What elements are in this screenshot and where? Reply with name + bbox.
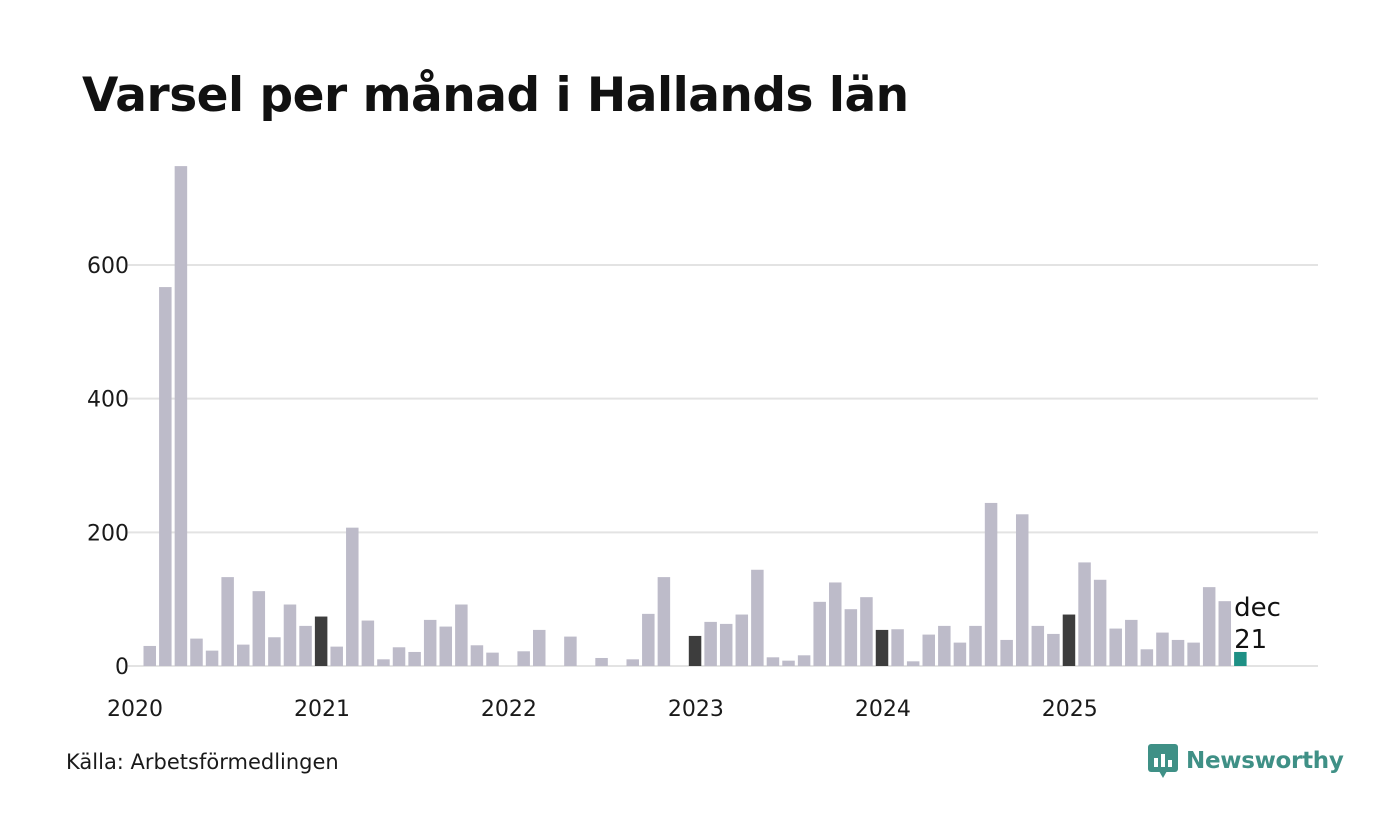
bar bbox=[1062, 614, 1076, 666]
bar bbox=[517, 651, 530, 666]
bar bbox=[704, 621, 717, 666]
bar bbox=[657, 577, 671, 666]
latest-value-label: 21 bbox=[1234, 625, 1267, 655]
bar bbox=[236, 644, 250, 666]
bar bbox=[688, 635, 702, 666]
bar bbox=[829, 582, 842, 666]
bar bbox=[766, 657, 780, 666]
bar bbox=[813, 601, 826, 666]
bar bbox=[1047, 633, 1060, 666]
bar bbox=[1000, 639, 1013, 666]
bar bbox=[1093, 579, 1107, 666]
bar bbox=[922, 634, 935, 666]
bar bbox=[1202, 587, 1216, 666]
bar bbox=[299, 625, 312, 666]
bar bbox=[533, 629, 546, 666]
x-tick-label: 2020 bbox=[107, 697, 163, 722]
x-axis-labels: 2020 2021 2022 2023 2024 2025 bbox=[107, 697, 1098, 722]
bar bbox=[330, 646, 343, 666]
bar bbox=[735, 614, 749, 666]
chart-title: Varsel per månad i Hallands län bbox=[82, 68, 909, 123]
bar bbox=[346, 527, 359, 666]
x-tick-label: 2021 bbox=[294, 697, 350, 722]
bar bbox=[408, 651, 421, 666]
bar bbox=[159, 287, 172, 666]
bar bbox=[891, 629, 904, 666]
bar bbox=[782, 660, 795, 666]
bar bbox=[1171, 639, 1185, 666]
bar bbox=[595, 657, 608, 666]
newsworthy-logo-icon bbox=[1148, 744, 1178, 778]
bar bbox=[1140, 649, 1154, 666]
bar bbox=[205, 650, 219, 666]
bar bbox=[1109, 628, 1122, 666]
bar bbox=[283, 604, 297, 666]
x-tick-label: 2023 bbox=[668, 697, 724, 722]
bar bbox=[1156, 632, 1169, 666]
y-tick-label: 600 bbox=[87, 254, 129, 279]
bar bbox=[455, 604, 468, 666]
bar bbox=[377, 659, 390, 666]
y-axis-labels: 0 200 400 600 bbox=[87, 254, 129, 680]
x-tick-label: 2025 bbox=[1042, 697, 1098, 722]
latest-month-label: dec bbox=[1234, 593, 1281, 623]
bar bbox=[938, 625, 951, 666]
bar bbox=[875, 629, 889, 666]
bar bbox=[1234, 651, 1247, 666]
brand-name: Newsworthy bbox=[1186, 748, 1344, 774]
bar bbox=[844, 609, 858, 666]
bar bbox=[719, 623, 733, 666]
bar bbox=[190, 638, 203, 666]
bar bbox=[906, 661, 920, 666]
bar bbox=[797, 655, 811, 666]
x-tick-label: 2022 bbox=[481, 697, 537, 722]
bar bbox=[392, 647, 406, 666]
bar bbox=[969, 625, 982, 666]
x-tick-label: 2024 bbox=[855, 697, 911, 722]
y-tick-label: 200 bbox=[87, 521, 129, 546]
bar bbox=[252, 591, 266, 666]
bar bbox=[143, 645, 156, 666]
bar bbox=[361, 620, 375, 666]
y-tick-label: 0 bbox=[115, 655, 129, 680]
bar bbox=[174, 166, 188, 666]
source-note: Källa: Arbetsförmedlingen bbox=[66, 750, 339, 774]
y-tick-label: 400 bbox=[87, 388, 129, 413]
bar bbox=[1125, 619, 1138, 666]
bar bbox=[564, 636, 577, 666]
bar bbox=[1031, 625, 1045, 666]
gridlines bbox=[128, 264, 1318, 667]
bar bbox=[470, 645, 484, 666]
bar bbox=[439, 626, 453, 666]
bar bbox=[423, 619, 437, 666]
bar bbox=[953, 642, 967, 666]
bar bbox=[1218, 601, 1232, 666]
bar bbox=[984, 502, 998, 666]
brand-logo[interactable]: Newsworthy bbox=[1148, 744, 1344, 778]
bar bbox=[626, 659, 639, 666]
bar bbox=[1187, 642, 1200, 666]
bar bbox=[642, 613, 655, 666]
bar bbox=[486, 652, 499, 666]
bar bbox=[268, 637, 281, 666]
bar bbox=[221, 577, 234, 666]
bar bbox=[1015, 514, 1029, 666]
bar bbox=[314, 616, 328, 666]
bar bbox=[751, 569, 764, 666]
bar bbox=[1078, 562, 1091, 666]
bar bbox=[860, 597, 873, 666]
bars bbox=[143, 166, 1247, 666]
